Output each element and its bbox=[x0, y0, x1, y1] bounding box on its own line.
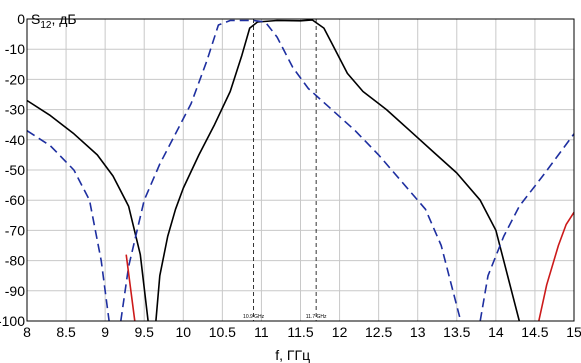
x-tick-label-14: 15 bbox=[566, 324, 581, 340]
x-tick-label-11: 13.5 bbox=[443, 324, 470, 340]
series-1-line-0 bbox=[26, 130, 110, 322]
x-axis-label: f, ГГц bbox=[275, 347, 310, 363]
series-1-line-2 bbox=[479, 133, 575, 322]
y-tick-label-5: -50 bbox=[5, 162, 25, 178]
x-tick-label-6: 11 bbox=[254, 324, 269, 340]
y-tick-label-8: -80 bbox=[5, 253, 25, 269]
x-tick-label-9: 12.5 bbox=[365, 324, 392, 340]
x-tick-label-8: 12 bbox=[332, 324, 348, 340]
series-1-line-1 bbox=[120, 19, 462, 322]
y-tick-label-2: -20 bbox=[5, 71, 25, 87]
y-axis-label: S12, дБ bbox=[31, 11, 77, 31]
y-axis-label-tail: , дБ bbox=[51, 11, 76, 27]
series-2-line-0 bbox=[125, 254, 136, 322]
marker-label-1: 11.7 GHz bbox=[306, 314, 327, 320]
y-tick-label-0: 0 bbox=[17, 11, 25, 27]
y-tick-label-7: -70 bbox=[5, 222, 25, 238]
x-tick-label-0: 8 bbox=[23, 324, 31, 340]
y-tick-label-9: -90 bbox=[5, 283, 25, 299]
x-tick-label-3: 9.5 bbox=[134, 324, 154, 340]
y-tick-label-10: -100 bbox=[0, 313, 25, 329]
series-2-line-1 bbox=[538, 211, 575, 322]
y-tick-label-4: -40 bbox=[5, 132, 25, 148]
series-group bbox=[26, 19, 575, 322]
y-axis-label-main: S bbox=[31, 11, 40, 27]
y-tick-label-6: -60 bbox=[5, 192, 25, 208]
y-tick-labels: 0 -10 -20 -30 -40 -50 -60 -70 -80 -90 -100 bbox=[0, 11, 25, 329]
x-tick-label-13: 14.5 bbox=[521, 324, 548, 340]
series-0-line-0 bbox=[26, 99, 149, 322]
y-tick-label-1: -10 bbox=[5, 41, 25, 57]
grid bbox=[26, 18, 575, 322]
x-tick-label-12: 14 bbox=[488, 324, 504, 340]
x-tick-label-10: 13 bbox=[410, 324, 426, 340]
x-tick-label-7: 11.5 bbox=[287, 324, 313, 340]
x-tick-label-5: 10.5 bbox=[209, 324, 236, 340]
x-tick-label-4: 10 bbox=[175, 324, 191, 340]
y-axis-label-subscript: 12 bbox=[40, 20, 52, 31]
x-tick-labels: 8 8.5 9 9.5 10 10.5 11 11.5 12 12.5 13 13.5 14 14.5 15 bbox=[23, 324, 581, 340]
x-tick-label-2: 9 bbox=[101, 324, 109, 340]
x-tick-label-1: 8.5 bbox=[56, 324, 76, 340]
y-tick-label-3: -30 bbox=[5, 102, 25, 118]
marker-label-0: 10.9 GHz bbox=[243, 314, 265, 320]
plot-frame bbox=[26, 18, 575, 322]
series-0-line-1 bbox=[155, 19, 521, 322]
frequency-markers: 10.9 GHz 11.7 GHz bbox=[243, 19, 327, 321]
